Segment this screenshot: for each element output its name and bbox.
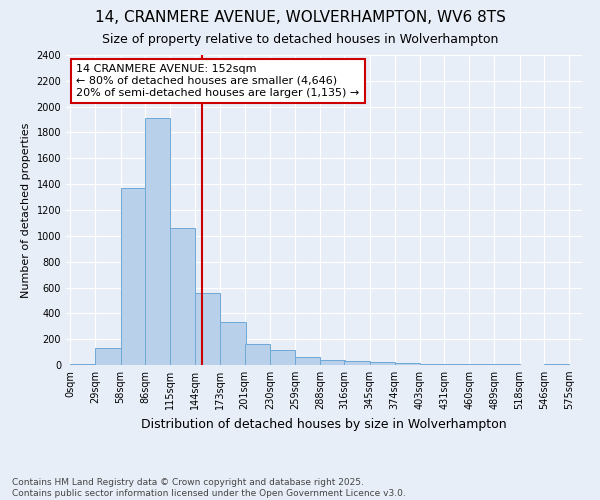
Bar [370,362,395,365]
Bar [344,361,370,365]
Bar [220,322,245,365]
Bar [95,348,121,365]
Bar [420,364,445,365]
Bar [270,350,295,365]
X-axis label: Distribution of detached houses by size in Wolverhampton: Distribution of detached houses by size … [141,418,507,430]
Text: Size of property relative to detached houses in Wolverhampton: Size of property relative to detached ho… [102,32,498,46]
Bar [469,364,494,365]
Bar [295,357,320,365]
Bar [444,364,469,365]
Bar [395,363,420,365]
Bar [121,188,146,365]
Bar [320,360,345,365]
Text: 14, CRANMERE AVENUE, WOLVERHAMPTON, WV6 8TS: 14, CRANMERE AVENUE, WOLVERHAMPTON, WV6 … [95,10,505,25]
Bar [544,364,569,365]
Bar [494,364,520,365]
Text: 14 CRANMERE AVENUE: 152sqm
← 80% of detached houses are smaller (4,646)
20% of s: 14 CRANMERE AVENUE: 152sqm ← 80% of deta… [76,64,359,98]
Bar [170,228,195,365]
Bar [195,292,220,365]
Bar [145,118,170,365]
Bar [70,364,95,365]
Bar [245,344,270,365]
Text: Contains HM Land Registry data © Crown copyright and database right 2025.
Contai: Contains HM Land Registry data © Crown c… [12,478,406,498]
Y-axis label: Number of detached properties: Number of detached properties [21,122,31,298]
